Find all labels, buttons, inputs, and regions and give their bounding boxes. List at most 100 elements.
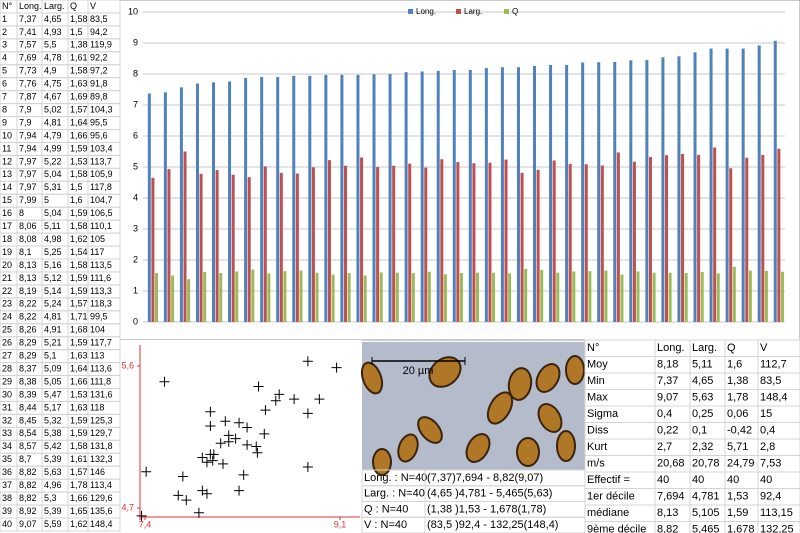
cell-text: 89,8 [90, 92, 108, 102]
point [141, 466, 152, 477]
cell-text: 5,21 [44, 338, 62, 348]
bar [171, 275, 175, 322]
bar [565, 65, 569, 322]
cell-text: 1,78 [727, 392, 748, 404]
bar [363, 275, 367, 322]
bar [484, 68, 488, 322]
bar [292, 75, 296, 322]
cell-text: 4,78 [44, 53, 62, 63]
cell-text: 95,5 [90, 117, 108, 127]
cell-text: 0,4 [657, 408, 672, 420]
cell-text: 97,2 [90, 66, 108, 76]
cell-text: 5,05 [44, 376, 62, 386]
point [201, 457, 212, 468]
cell-text: -0,42 [727, 425, 752, 437]
cell-text: Kurt [587, 441, 607, 453]
y-tick-label: 10 [128, 6, 138, 16]
bar [452, 69, 456, 322]
cell-text: 40 [657, 474, 669, 486]
bar [716, 273, 720, 322]
cell-text: 1 [2, 14, 7, 24]
bar [488, 162, 492, 322]
bar [504, 159, 508, 322]
cell-text: 15 [760, 408, 772, 420]
bar [187, 279, 191, 322]
cell-text: 5,14 [44, 286, 62, 296]
cell-text: 92,2 [90, 53, 108, 63]
point [201, 488, 212, 499]
cell-text: 8,13 [657, 507, 678, 519]
cell-text: 5 [44, 195, 49, 205]
cell-text: 8,08 [19, 234, 37, 244]
cell-text: 12 [2, 156, 12, 166]
bar [163, 92, 167, 322]
cell-text: 1,66 [70, 376, 88, 386]
cell-text: 4,79 [44, 130, 62, 140]
cell-text: 37 [2, 480, 12, 490]
bar [581, 62, 585, 322]
cell-text: 1,57 [70, 299, 88, 309]
bar [540, 269, 544, 322]
cell [87, 517, 121, 532]
cell-text: 20,68 [657, 458, 685, 470]
cell-text: 24,79 [727, 458, 755, 470]
bar [228, 81, 232, 322]
bar [347, 273, 351, 322]
cell-text: 119,9 [90, 40, 112, 50]
bar [729, 168, 733, 322]
bar [199, 173, 203, 322]
bar [632, 161, 636, 322]
cell-text: 8,29 [19, 351, 37, 361]
x-tick-label: 7,4 [139, 519, 152, 529]
cell-text: 1,38 [727, 375, 748, 387]
bar [508, 273, 512, 322]
cell-text: 0,22 [657, 425, 678, 437]
cell-text: 8,13 [19, 260, 37, 270]
cell-text: 36 [2, 467, 12, 477]
bar [568, 163, 572, 322]
cell-text: 1,63 [70, 79, 88, 89]
cell-text: 30 [2, 389, 12, 399]
cell-text: 8 [2, 104, 7, 114]
bar [151, 177, 155, 322]
cell-text: 1er décile [587, 491, 635, 503]
cell-text: 1,58 [70, 260, 88, 270]
cell-text: 5,22 [44, 156, 62, 166]
bar [761, 154, 765, 322]
bar [311, 167, 315, 322]
cell-text: 8,06 [19, 221, 37, 231]
bar [665, 155, 669, 322]
bar [677, 56, 681, 323]
cell-text: 104,7 [90, 195, 113, 205]
point [302, 408, 313, 419]
cell-text: 8,82 [19, 467, 37, 477]
point [193, 507, 204, 518]
point [230, 433, 241, 444]
legend-label: Q [512, 7, 518, 16]
cell-text: 4,99 [44, 143, 62, 153]
cell-text: 99,5 [90, 312, 108, 322]
cell-text: 18 [2, 234, 12, 244]
cell-text: 94,2 [90, 27, 108, 37]
cell-text: 40 [692, 474, 704, 486]
bar [492, 272, 496, 322]
cell-text: 4,81 [44, 312, 62, 322]
bar [424, 167, 428, 322]
point [234, 485, 245, 496]
cell-text: 1,61 [70, 53, 88, 63]
bar [500, 67, 504, 323]
cell-text: 113,5 [90, 260, 112, 270]
cell-text: 131,6 [90, 389, 113, 399]
bar [251, 269, 255, 322]
cell-text: 1,66 [70, 130, 88, 140]
cell-text: (83,5 )92,4 - 132,25(148,4) [427, 519, 558, 531]
point [207, 455, 218, 466]
cell-text: 8,29 [19, 338, 37, 348]
cell-text: 1,59 [70, 208, 88, 218]
cell-text: 1,57 [70, 104, 88, 114]
cell-text: 8,82 [657, 524, 678, 533]
cell-text: 1,59 [727, 507, 748, 519]
cell-text: 32 [2, 415, 12, 425]
cell-text: 7,694 [657, 491, 685, 503]
